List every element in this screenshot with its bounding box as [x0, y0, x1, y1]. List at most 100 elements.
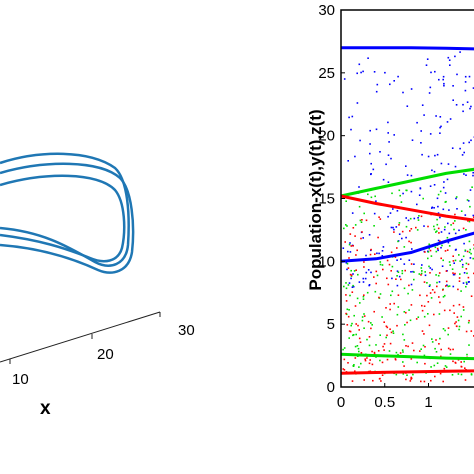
scatter-point — [461, 154, 464, 156]
scatter-point — [374, 195, 376, 198]
scatter-point — [453, 228, 455, 231]
scatter-point — [407, 219, 410, 222]
scatter-point — [469, 189, 472, 191]
x-axis-3d — [0, 311, 161, 363]
scatter-point — [451, 268, 454, 270]
scatter-point — [354, 370, 356, 372]
scatter-point — [358, 63, 361, 66]
scatter-point — [419, 187, 422, 190]
scatter-point — [452, 255, 454, 257]
scatter-point — [466, 250, 469, 253]
scatter-point — [367, 57, 369, 59]
scatter-point — [379, 263, 382, 266]
scatter-point — [434, 154, 436, 157]
scatter-point — [355, 333, 357, 336]
scatter-point — [368, 344, 371, 347]
scatter-point — [350, 324, 352, 327]
scatter-point — [342, 368, 345, 370]
scatter-point — [355, 254, 357, 256]
x-tick-label-30: 30 — [178, 322, 195, 339]
scatter-point — [468, 220, 471, 223]
y-ticks: 0 5 10 15 20 25 30 — [318, 2, 345, 396]
scatter-point — [439, 216, 441, 219]
scatter-point — [345, 287, 348, 290]
scatter-point — [365, 271, 368, 274]
scatter-point — [464, 75, 467, 78]
scatter-point — [398, 233, 401, 235]
scatter-point — [407, 345, 409, 348]
scatter-point — [458, 229, 460, 232]
scatter-point — [443, 228, 446, 231]
scatter-point — [393, 228, 395, 231]
scatter-point — [420, 215, 423, 218]
scatter-point — [436, 218, 438, 221]
scatter-point — [377, 350, 380, 352]
scatter-point — [443, 294, 446, 297]
scatter-point — [458, 277, 461, 279]
scatter-point — [422, 197, 424, 200]
scatter-point — [411, 139, 414, 141]
scatter-point — [343, 358, 346, 361]
scatter-point — [424, 346, 426, 348]
scatter-point — [346, 262, 349, 265]
scatter-point — [462, 282, 465, 284]
scatter-point — [371, 324, 373, 326]
scatter-point — [427, 313, 429, 315]
x-tick-label: 0.5 — [374, 394, 395, 411]
scatter-point — [353, 364, 355, 366]
scatter-point — [399, 194, 401, 197]
scatter-point — [426, 282, 428, 284]
scatter-point — [379, 377, 381, 380]
scatter-point — [385, 336, 387, 339]
scatter-point — [442, 296, 445, 298]
scatter-point — [410, 174, 413, 177]
scatter-point — [373, 353, 376, 355]
scatter-point — [383, 321, 385, 323]
scatter-point — [406, 174, 409, 176]
scatter-point — [401, 272, 404, 275]
scatter-point — [349, 273, 352, 276]
scatter-point — [408, 309, 410, 311]
scatter-point — [356, 72, 358, 75]
scatter-point — [460, 210, 463, 212]
scatter-point — [437, 274, 440, 277]
scatter-point — [352, 284, 354, 287]
scatter-point — [460, 290, 462, 292]
scatter-point — [435, 274, 437, 276]
scatter-point — [424, 274, 427, 277]
scatter-point — [438, 281, 441, 283]
scatter-point — [390, 270, 392, 272]
scatter-point — [427, 225, 429, 228]
scatter-point — [433, 225, 435, 228]
scatter-point — [426, 58, 429, 60]
scatter-point — [410, 376, 412, 379]
scatter-point — [455, 104, 458, 106]
scatter-point — [420, 272, 423, 275]
scatter-point — [430, 366, 432, 368]
scatter-point — [382, 268, 384, 271]
scatter-point — [442, 78, 444, 81]
scatter-point — [388, 263, 391, 266]
scatter-point — [402, 91, 404, 94]
scatter-point — [406, 374, 408, 376]
scatter-point — [358, 337, 361, 340]
scatter-point — [362, 237, 364, 239]
scatter-point — [381, 250, 384, 252]
scatter-point — [452, 273, 455, 276]
scatter-point — [356, 249, 358, 252]
scatter-point — [373, 71, 376, 73]
scatter-point — [418, 194, 421, 196]
scatter-point — [438, 272, 441, 274]
scatter-point — [353, 270, 356, 272]
scatter-point — [374, 253, 376, 255]
scatter-point — [454, 322, 456, 325]
scatter-point — [423, 354, 426, 357]
scatter-point — [396, 210, 399, 212]
scatter-point — [427, 257, 429, 260]
scatter-point — [437, 239, 440, 242]
scatter-point — [395, 373, 398, 376]
scatter-point — [465, 262, 468, 265]
scatter-point — [462, 227, 465, 230]
scatter-point — [351, 322, 353, 325]
scatter-point — [431, 268, 433, 271]
